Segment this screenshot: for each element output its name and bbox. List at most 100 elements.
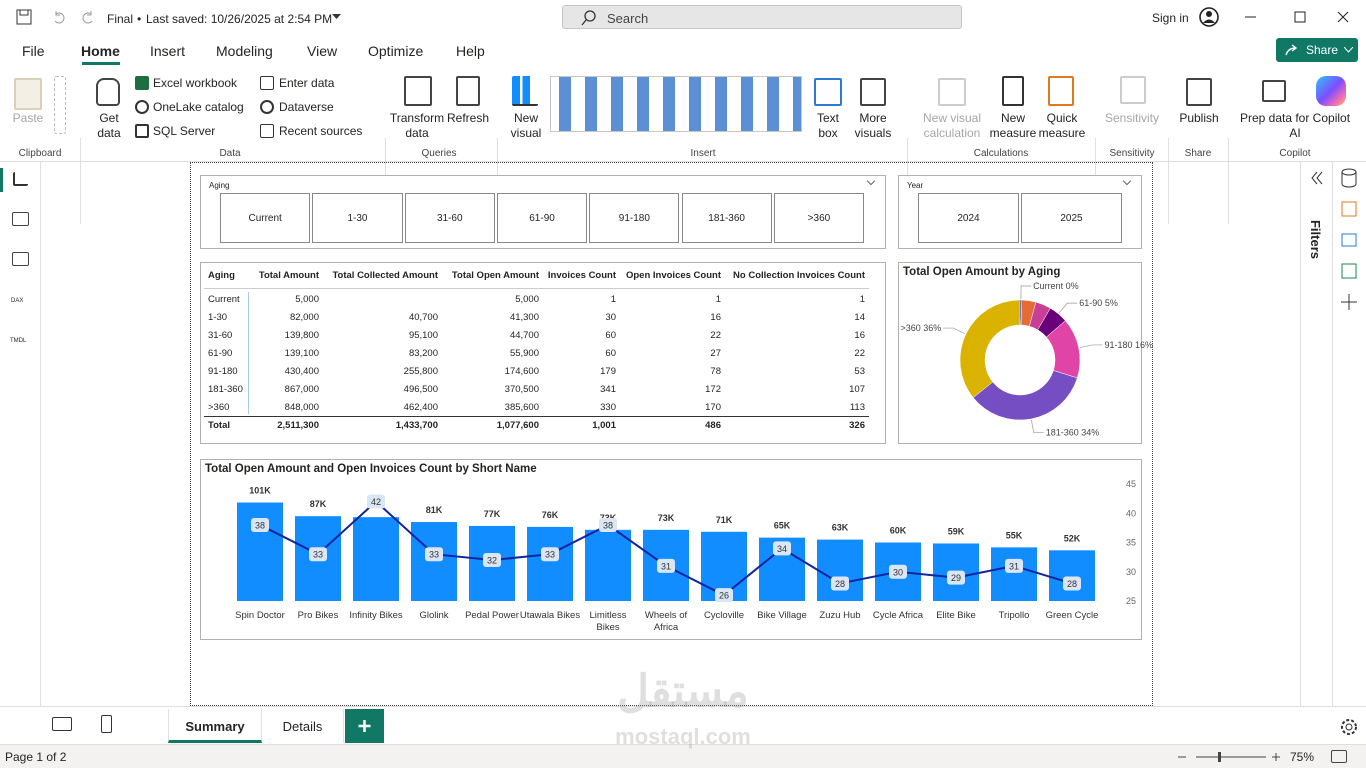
get-data-icon	[96, 78, 120, 106]
copilot-button[interactable]: Prep data for Copilot AI	[1239, 111, 1351, 140]
zoom-slider[interactable]	[1176, 749, 1280, 765]
refresh-icon	[456, 76, 480, 106]
table-cell: 61-90	[208, 348, 233, 359]
label-box	[1005, 558, 1023, 573]
window-controls[interactable]	[1198, 6, 1358, 28]
paste-icon	[14, 78, 42, 110]
dataverse-icon	[260, 100, 274, 114]
refresh-button[interactable]: Refresh	[446, 111, 490, 125]
label-box	[309, 547, 327, 562]
watermark: مستقل	[617, 667, 749, 716]
fit-page[interactable]	[1331, 750, 1347, 763]
new-visual-button[interactable]: New visual	[510, 111, 542, 140]
enter-data-button[interactable]: Enter data	[279, 76, 335, 90]
transform-button[interactable]: Transform data	[389, 111, 445, 140]
group-label: Calculations	[973, 148, 1029, 159]
ribbon: Paste Get data Excel workbook OneLake ca…	[0, 66, 1366, 224]
quick-measure-button[interactable]: Quick measure	[1038, 111, 1086, 140]
filters-label[interactable]: Filters	[1308, 219, 1324, 260]
active-indicator	[0, 168, 3, 192]
new-visual-icon	[512, 76, 538, 106]
table-cell: 40,700	[408, 312, 438, 323]
slicer-button[interactable]: 61-90	[496, 193, 588, 243]
dropdown[interactable]	[332, 14, 341, 20]
x-tick-label: Pro Bikes	[297, 610, 339, 621]
share-button[interactable]: Share	[1276, 38, 1358, 62]
data-label: 181-360 34%	[1046, 428, 1100, 438]
sensitivity-button[interactable]: Sensitivity	[1104, 111, 1160, 125]
model-view[interactable]	[12, 252, 29, 266]
menu-item[interactable]: View	[307, 43, 338, 59]
slicer-button[interactable]: 91-180	[589, 193, 680, 243]
data-label: 38	[603, 520, 613, 530]
slicer-button[interactable]: 31-60	[404, 193, 495, 243]
menu-item[interactable]: Modeling	[216, 43, 273, 59]
report-view[interactable]	[13, 172, 28, 186]
tmdl-view[interactable]: TMDL	[10, 338, 27, 344]
menu-item[interactable]: Help	[456, 43, 485, 59]
label-box	[889, 564, 907, 579]
table-cell: 95,100	[408, 330, 438, 341]
donut-slice	[972, 370, 1078, 421]
save-status[interactable]: Last saved: 10/26/2025 at 2:54 PM	[146, 12, 333, 26]
value-label: 16%	[1135, 340, 1153, 350]
slicer-button[interactable]: 181-360	[681, 193, 772, 243]
table-cell: 44,700	[509, 330, 539, 341]
more-visuals-button[interactable]: More visuals	[854, 111, 892, 140]
excel-button[interactable]: Excel workbook	[153, 76, 238, 90]
page-tab[interactable]: Details	[262, 709, 344, 743]
sign-in[interactable]: Sign in	[1152, 11, 1189, 25]
slicer-button[interactable]: 2025	[1021, 193, 1122, 243]
slicer-button[interactable]: 2024	[918, 193, 1019, 243]
visual-calc-button[interactable]: New visual calculation	[922, 111, 982, 140]
table-cell: 496,500	[403, 384, 438, 395]
x-tick-label: Zuzu Hub	[819, 610, 861, 621]
data-label: 71K	[716, 515, 733, 525]
dataverse-button[interactable]: Dataverse	[279, 100, 334, 114]
x-tick-label: Infinity Bikes	[349, 610, 403, 621]
label-box	[831, 576, 849, 591]
text-box-button[interactable]: Text box	[816, 111, 839, 140]
menu-item[interactable]: File	[22, 43, 45, 59]
x-tick-label: Elite Bike	[936, 610, 976, 621]
page-tab[interactable]: Summary	[168, 709, 262, 743]
collapse-filters[interactable]	[1310, 170, 1324, 186]
onelake-button[interactable]: OneLake catalog	[153, 100, 244, 114]
publish-button[interactable]: Publish	[1179, 111, 1219, 125]
category-label: 181-360	[1046, 428, 1079, 438]
data-label: 32	[487, 556, 497, 566]
menu-item[interactable]: Insert	[150, 43, 186, 59]
quick-access[interactable]	[16, 9, 106, 25]
menu-item[interactable]: Home	[81, 43, 120, 59]
new-measure-button[interactable]: New measure	[989, 111, 1037, 140]
visual-gallery[interactable]	[550, 76, 802, 132]
category-label: Current	[1033, 281, 1064, 291]
status-bar: Page 1 of 2 75%	[0, 744, 1366, 768]
sql-button[interactable]: SQL Server	[153, 124, 216, 138]
recent-button[interactable]: Recent sources	[279, 124, 363, 138]
table-cell: 1	[859, 294, 865, 305]
paste-button[interactable]: Paste	[12, 111, 44, 125]
title-bar: Final • Last saved: 10/26/2025 at 2:54 P…	[0, 0, 1366, 34]
get-data-button[interactable]: Get data	[97, 111, 121, 140]
slicer-button[interactable]: Current	[220, 193, 311, 243]
table-view[interactable]	[12, 212, 29, 226]
mobile-layout[interactable]	[101, 715, 112, 733]
clipboard-tools	[54, 76, 66, 134]
table-cell: 1-30	[208, 312, 228, 323]
pane-switcher[interactable]	[1338, 166, 1362, 316]
data-label: 30	[893, 567, 903, 577]
search-box[interactable]: Search	[562, 5, 962, 29]
leader-line	[1030, 419, 1044, 434]
table-cell: 113	[849, 402, 865, 413]
desktop-layout[interactable]	[52, 717, 72, 731]
slicer-button[interactable]: 1-30	[312, 193, 403, 243]
dax-view[interactable]: DAX	[11, 298, 24, 304]
menu-item[interactable]: Optimize	[368, 43, 424, 59]
add-page[interactable]	[345, 709, 384, 743]
slicer-button[interactable]: >360	[773, 193, 865, 243]
zoom-level[interactable]: 75%	[1290, 750, 1315, 764]
table-visual	[200, 262, 886, 444]
settings[interactable]	[1338, 716, 1360, 738]
